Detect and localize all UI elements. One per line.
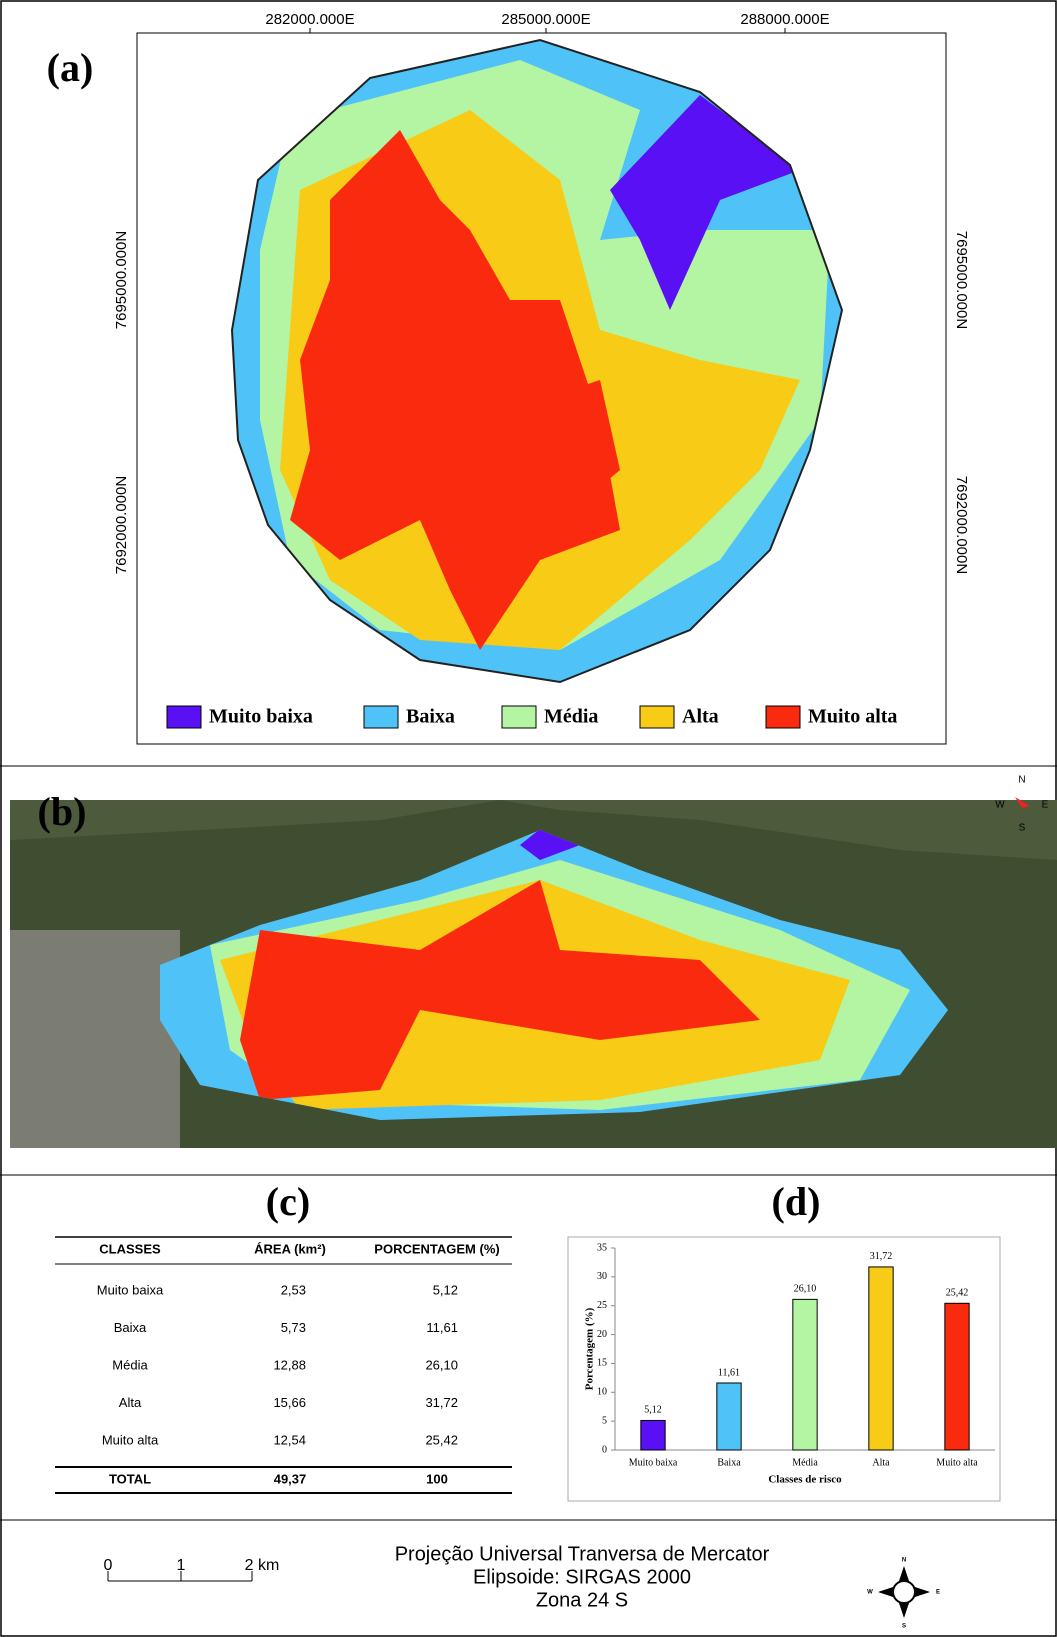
legend-label: Alta — [682, 706, 719, 728]
legend-label: Média — [544, 706, 598, 728]
value-label: 11,61 — [718, 1367, 740, 1378]
legend-swatch — [640, 706, 674, 728]
bar — [945, 1303, 969, 1450]
legend-swatch — [502, 706, 536, 728]
bar — [717, 1383, 741, 1450]
table-header: ÁREA (km²) — [254, 1241, 326, 1256]
compass-letter: E — [936, 1590, 940, 1596]
compass-letter: N — [1018, 775, 1025, 786]
table-header: CLASSES — [99, 1241, 161, 1256]
table-cell: 31,72 — [425, 1395, 458, 1410]
bar — [641, 1420, 665, 1450]
table-cell: 12,88 — [273, 1357, 306, 1372]
x-tick-label: Média — [792, 1457, 818, 1468]
table-cell: Baixa — [114, 1320, 147, 1335]
y-coord-label: 7695000.000N — [113, 231, 130, 329]
scale-label: 2 km — [245, 1557, 280, 1574]
legend-label: Baixa — [406, 706, 455, 728]
figure: (a) (b) (c) (d) 282000.000E 285000.000E 28… — [0, 0, 1057, 1637]
value-label: 25,42 — [946, 1288, 969, 1299]
y-coord-label: 7692000.000N — [953, 476, 970, 574]
table-cell: 2,53 — [281, 1282, 306, 1297]
table-cell: Muito alta — [102, 1432, 159, 1447]
projection-text: Projeção Universal Tranversa de Mercator — [395, 1543, 770, 1565]
bar — [793, 1299, 817, 1450]
projection-text: Elipsoide: SIRGAS 2000 — [473, 1566, 691, 1588]
y-tick-label: 35 — [597, 1242, 607, 1253]
panel-label: (c) — [266, 1179, 310, 1224]
x-coord-label: 285000.000E — [501, 11, 590, 28]
y-tick-label: 25 — [597, 1300, 607, 1311]
legend-swatch — [167, 706, 201, 728]
table-cell: 26,10 — [425, 1357, 458, 1372]
table-cell: 5,12 — [433, 1282, 458, 1297]
x-axis-title: Classes de risco — [768, 1474, 842, 1486]
table-cell: Alta — [119, 1395, 142, 1410]
x-tick-label: Baixa — [717, 1457, 741, 1468]
legend-swatch — [364, 706, 398, 728]
north-arrow — [878, 1566, 930, 1618]
table-total: 49,37 — [274, 1471, 307, 1486]
y-tick-label: 10 — [597, 1387, 607, 1398]
scale-label: 0 — [104, 1557, 113, 1574]
table-cell: Média — [112, 1357, 148, 1372]
x-tick-label: Muito alta — [936, 1457, 978, 1468]
y-axis-title: Porcentagem (%) — [584, 1307, 596, 1390]
projection-text: Zona 24 S — [536, 1589, 628, 1611]
table-cell: 11,61 — [426, 1320, 458, 1335]
table-cell: 5,73 — [281, 1320, 306, 1335]
table-header: PORCENTAGEM (%) — [374, 1241, 499, 1256]
x-tick-label: Muito baixa — [629, 1457, 678, 1468]
compass-letter: S — [1019, 823, 1026, 834]
x-coord-label: 282000.000E — [265, 11, 354, 28]
legend-label: Muito alta — [808, 706, 897, 728]
y-coord-label: 7695000.000N — [953, 231, 970, 329]
y-tick-label: 20 — [597, 1329, 607, 1340]
table-cell: Muito baixa — [97, 1282, 164, 1297]
y-tick-label: 0 — [602, 1444, 607, 1455]
y-tick-label: 15 — [597, 1358, 607, 1369]
compass-letter: W — [995, 800, 1005, 811]
city — [10, 930, 180, 1148]
value-label: 5,12 — [644, 1405, 662, 1416]
x-tick-label: Alta — [872, 1457, 890, 1468]
panel-label: (d) — [772, 1179, 821, 1224]
table-total: 100 — [426, 1471, 448, 1486]
table-cell: 12,54 — [273, 1432, 306, 1447]
legend-label: Muito baixa — [209, 706, 313, 728]
panel-label: (b) — [38, 789, 87, 834]
compass-letter: S — [902, 1624, 906, 1630]
table-cell: 15,66 — [273, 1395, 306, 1410]
panel-label: (a) — [47, 45, 94, 90]
compass-letter: W — [867, 1590, 873, 1596]
legend-swatch — [766, 706, 800, 728]
scale-label: 1 — [177, 1557, 186, 1574]
value-label: 31,72 — [870, 1251, 893, 1262]
compass-letter: E — [1042, 800, 1049, 811]
table-total: TOTAL — [109, 1471, 151, 1486]
bar — [869, 1267, 893, 1450]
compass-letter: N — [902, 1558, 906, 1564]
table-cell: 25,42 — [425, 1432, 458, 1447]
y-tick-label: 5 — [602, 1415, 607, 1426]
x-coord-label: 288000.000E — [740, 11, 829, 28]
y-tick-label: 30 — [597, 1271, 607, 1282]
value-label: 26,10 — [794, 1284, 817, 1295]
y-coord-label: 7692000.000N — [113, 476, 130, 574]
